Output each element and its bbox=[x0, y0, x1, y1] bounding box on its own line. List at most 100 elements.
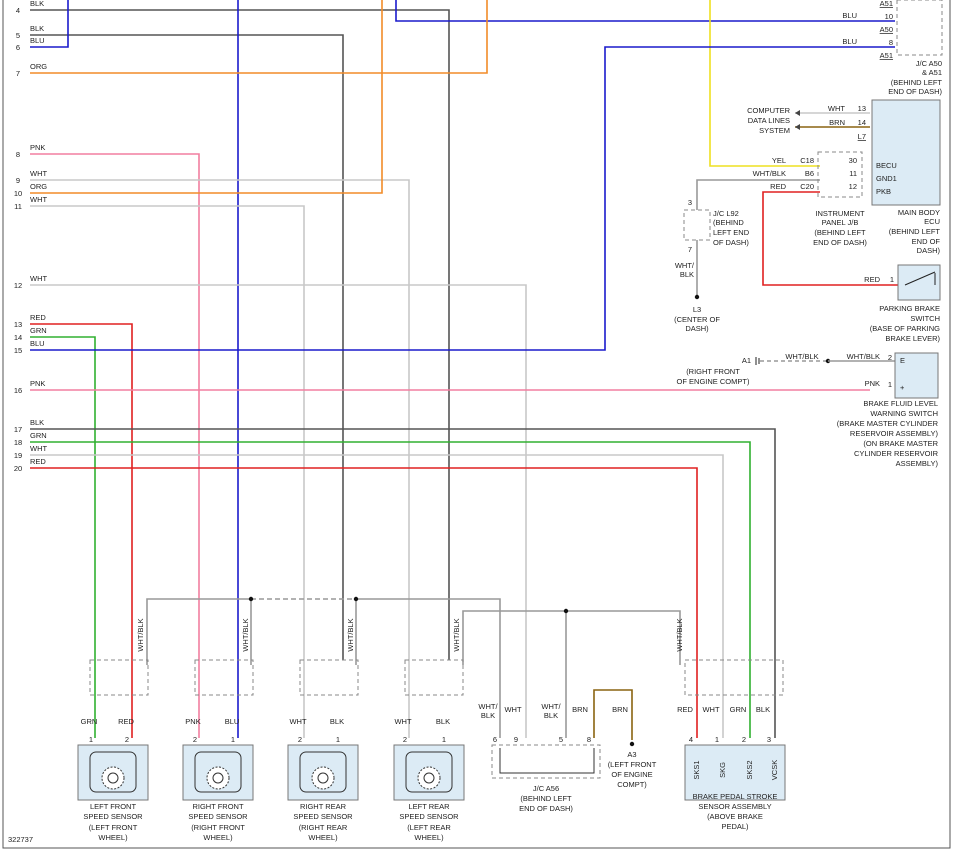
sensor-hub bbox=[212, 772, 224, 784]
label: 12 bbox=[14, 281, 22, 290]
label: WHT/ bbox=[675, 261, 695, 270]
label: RED bbox=[30, 457, 46, 466]
label: (LEFT REAR bbox=[407, 823, 451, 832]
wire bbox=[395, 0, 895, 22]
label: (LEFT FRONT bbox=[89, 823, 138, 832]
label: END OF DASH) bbox=[888, 87, 942, 96]
wire bbox=[30, 454, 724, 738]
label: WHT/BLK bbox=[136, 618, 145, 651]
label: 1 bbox=[89, 735, 93, 744]
label: DATA LINES bbox=[748, 116, 790, 125]
label: 2 bbox=[125, 735, 129, 744]
label: PANEL J/B bbox=[822, 218, 859, 227]
label: 1 bbox=[888, 380, 892, 389]
label: 16 bbox=[14, 386, 22, 395]
label: RED bbox=[677, 705, 693, 714]
label: BLU bbox=[842, 11, 857, 20]
label: 322737 bbox=[8, 835, 33, 844]
wire bbox=[30, 9, 450, 660]
wire bbox=[146, 598, 251, 665]
connector-outline bbox=[89, 659, 149, 696]
ecu-box bbox=[871, 99, 941, 206]
label: SKG bbox=[718, 762, 727, 778]
label: PARKING BRAKE bbox=[879, 304, 940, 313]
junction-connector bbox=[896, 0, 943, 56]
connector-outline bbox=[684, 659, 784, 696]
label: 2 bbox=[403, 735, 407, 744]
label: WHEEL) bbox=[308, 833, 338, 842]
label: 8 bbox=[16, 150, 20, 159]
label: SWITCH bbox=[910, 314, 940, 323]
label: 3 bbox=[688, 198, 692, 207]
label: END OF bbox=[912, 237, 941, 246]
label: BLK bbox=[481, 711, 495, 720]
label: ORG bbox=[30, 62, 47, 71]
wire bbox=[30, 467, 698, 738]
label: BLU bbox=[30, 36, 45, 45]
label: GND1 bbox=[876, 174, 897, 183]
label: 20 bbox=[14, 464, 22, 473]
label: 13 bbox=[14, 320, 22, 329]
label: SPEED SENSOR bbox=[83, 812, 143, 821]
label: (ON BRAKE MASTER bbox=[863, 439, 938, 448]
label: J/C L92 bbox=[713, 209, 739, 218]
label: BRN bbox=[829, 118, 845, 127]
label: WHT/BLK bbox=[452, 618, 461, 651]
splice bbox=[353, 596, 359, 602]
label: 6 bbox=[16, 43, 20, 52]
label: 11 bbox=[849, 169, 857, 178]
label: GRN bbox=[81, 717, 98, 726]
splice bbox=[563, 608, 569, 614]
wire bbox=[30, 323, 133, 738]
label: RIGHT REAR bbox=[300, 802, 347, 811]
label: 11 bbox=[14, 202, 22, 211]
label: WHEEL) bbox=[98, 833, 128, 842]
label: BLK bbox=[680, 270, 694, 279]
label: PNK bbox=[30, 143, 45, 152]
label: E bbox=[900, 356, 905, 365]
label: WHT bbox=[30, 195, 47, 204]
label: BLK bbox=[544, 711, 558, 720]
label: SENSOR ASSEMBLY bbox=[698, 802, 771, 811]
label: (CENTER OF bbox=[674, 315, 720, 324]
sensor-rotor bbox=[417, 766, 441, 790]
label: (RIGHT FRONT bbox=[686, 367, 740, 376]
label: PNK bbox=[30, 379, 45, 388]
connector-outline bbox=[194, 659, 254, 696]
sensor-coil bbox=[89, 751, 137, 793]
label: A3 bbox=[627, 750, 636, 759]
label: WHT/BLK bbox=[346, 618, 355, 651]
label: J/C A50 bbox=[916, 59, 942, 68]
label: BRN bbox=[572, 705, 588, 714]
wire bbox=[462, 610, 681, 665]
wire bbox=[30, 34, 344, 660]
label: 1 bbox=[890, 275, 894, 284]
connector-outline bbox=[404, 659, 464, 696]
label: 1 bbox=[442, 735, 446, 744]
label: 3 bbox=[767, 735, 771, 744]
switch-symbol bbox=[904, 271, 936, 286]
label: OF ENGINE COMPT) bbox=[677, 377, 750, 386]
label: 5 bbox=[559, 735, 563, 744]
label: WHT/BLK bbox=[785, 352, 818, 361]
sensor-hub bbox=[317, 772, 329, 784]
label: & A51 bbox=[922, 68, 942, 77]
label: 5 bbox=[16, 31, 20, 40]
label: (BEHIND LEFT bbox=[814, 228, 866, 237]
wire bbox=[30, 0, 383, 194]
label: 1 bbox=[231, 735, 235, 744]
label: BRAKE FLUID LEVEL bbox=[863, 399, 938, 408]
label: (RIGHT REAR bbox=[299, 823, 348, 832]
label: PKB bbox=[876, 187, 891, 196]
wire bbox=[30, 0, 69, 48]
label: WHT/BLK bbox=[753, 169, 786, 178]
label: 2 bbox=[193, 735, 197, 744]
label: SKS1 bbox=[692, 760, 701, 779]
wire bbox=[30, 336, 96, 738]
label: A51 bbox=[880, 0, 893, 8]
label: GRN bbox=[30, 431, 47, 440]
label: 1 bbox=[336, 735, 340, 744]
sensor-rotor bbox=[206, 766, 230, 790]
